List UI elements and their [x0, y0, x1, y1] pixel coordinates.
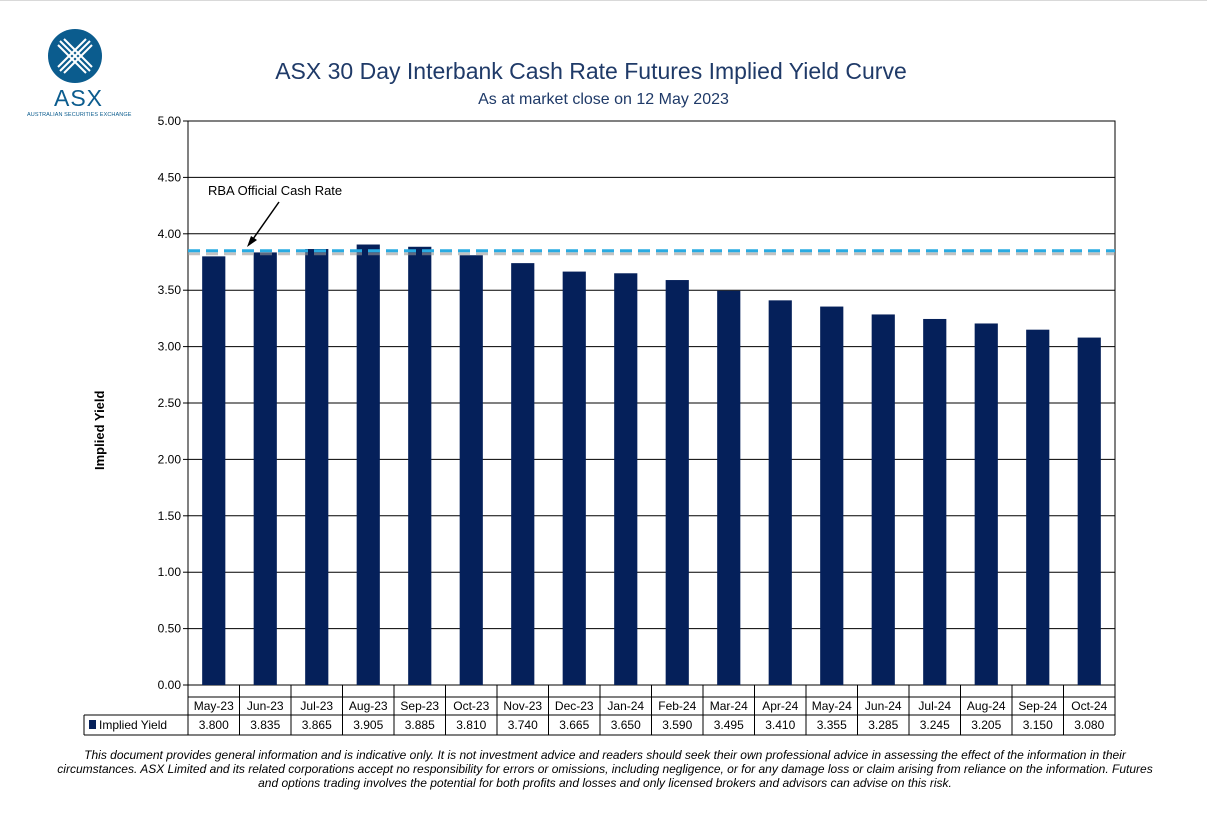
bar — [665, 280, 689, 685]
bar — [974, 323, 998, 685]
y-tick-label: 0.50 — [158, 622, 182, 636]
y-tick-label: 4.50 — [158, 170, 182, 184]
bar — [1026, 329, 1050, 685]
data-label: 3.205 — [971, 718, 1001, 732]
x-tick-label: Feb-24 — [658, 699, 696, 713]
data-label: 3.495 — [714, 718, 744, 732]
bar — [202, 256, 226, 685]
x-tick-label: Aug-23 — [349, 699, 388, 713]
bar-chart: 0.00 0.50 1.00 1.50 2.00 2.50 3.00 3.50 4.00 4.50… — [83, 114, 1116, 736]
x-tick-label: Dec-23 — [555, 699, 594, 713]
data-label: 3.665 — [559, 718, 589, 732]
data-label: 3.740 — [508, 718, 538, 732]
bar — [305, 249, 329, 685]
data-label: 3.865 — [302, 718, 332, 732]
y-tick-label: 0.00 — [158, 678, 182, 692]
bar — [923, 318, 947, 685]
x-tick-label: Jan-24 — [607, 699, 644, 713]
bar — [768, 300, 792, 685]
x-tick-label: May-24 — [812, 699, 852, 713]
asx-logo-icon — [48, 29, 102, 83]
x-tick-label: Aug-24 — [967, 699, 1006, 713]
x-tick-label: Jun-24 — [865, 699, 902, 713]
bar — [717, 290, 741, 685]
chart-subtitle: As at market close on 12 May 2023 — [478, 91, 729, 108]
data-label: 3.245 — [920, 718, 950, 732]
y-tick-label: 1.50 — [158, 509, 182, 523]
bar — [562, 271, 586, 685]
x-tick-label: May-23 — [194, 699, 234, 713]
bar — [1077, 337, 1101, 685]
logo-subtext: AUSTRALIAN SECURITIES EXCHANGE — [27, 112, 132, 118]
x-tick-label: Jul-24 — [918, 699, 951, 713]
x-tick-label: Jul-23 — [300, 699, 333, 713]
logo-text: ASX — [54, 85, 104, 111]
bar — [356, 244, 380, 686]
rba-annotation-label: RBA Official Cash Rate — [208, 183, 342, 198]
x-tick-label: Oct-24 — [1071, 699, 1107, 713]
data-label: 3.905 — [353, 718, 383, 732]
y-tick-label: 4.00 — [158, 227, 182, 241]
x-tick-label: Apr-24 — [762, 699, 798, 713]
data-label: 3.410 — [765, 718, 795, 732]
bar — [459, 255, 483, 685]
data-label: 3.080 — [1074, 718, 1104, 732]
data-label: 3.285 — [868, 718, 898, 732]
data-label: 3.885 — [405, 718, 435, 732]
x-tick-label: Mar-24 — [710, 699, 748, 713]
x-tick-label: Sep-23 — [400, 699, 439, 713]
data-label: 3.590 — [662, 718, 692, 732]
x-tick-label: Jun-23 — [247, 699, 284, 713]
top-border — [0, 0, 1207, 1]
disclaimer-text: This document provides general informati… — [57, 748, 1153, 790]
chart-title: ASX 30 Day Interbank Cash Rate Futures I… — [275, 58, 907, 84]
data-label: 3.650 — [611, 718, 641, 732]
data-label: 3.800 — [199, 718, 229, 732]
bar — [820, 306, 844, 685]
data-label: 3.835 — [250, 718, 280, 732]
data-label: 3.355 — [817, 718, 847, 732]
x-tick-label: Oct-23 — [453, 699, 489, 713]
annotation-arrow-shaft — [252, 201, 280, 240]
legend-label: Implied Yield — [99, 718, 167, 732]
x-tick-label: Nov-23 — [503, 699, 542, 713]
y-tick-label: 2.50 — [158, 396, 182, 410]
bar — [511, 263, 535, 685]
data-label: 3.810 — [456, 718, 486, 732]
annotation-arrowhead — [247, 236, 257, 247]
legend-swatch — [89, 720, 96, 729]
data-label: 3.150 — [1023, 718, 1053, 732]
y-tick-label: 5.00 — [158, 114, 182, 128]
y-tick-label: 3.50 — [158, 283, 182, 297]
y-tick-label: 1.00 — [158, 565, 182, 579]
bar — [614, 273, 638, 685]
bar — [871, 314, 895, 685]
bar — [253, 252, 277, 686]
y-tick-label: 3.00 — [158, 340, 182, 354]
y-tick-label: 2.00 — [158, 452, 182, 466]
bar — [408, 246, 432, 685]
x-tick-label: Sep-24 — [1018, 699, 1057, 713]
